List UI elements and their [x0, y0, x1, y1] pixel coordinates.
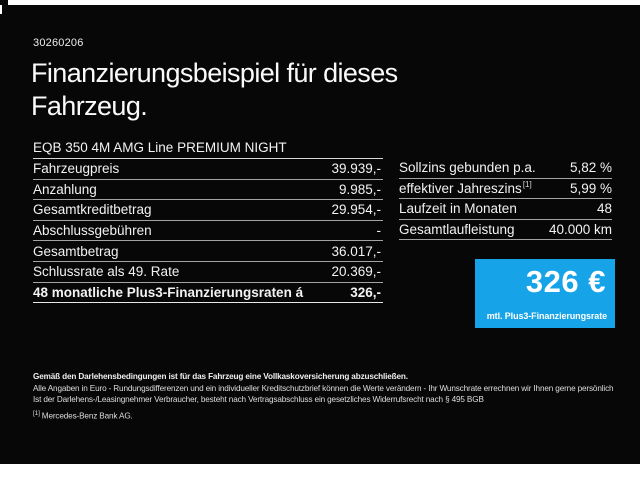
monthly-rate-box: 326 € mtl. Plus3-Finanzierungsrate	[475, 259, 615, 328]
row-value: 29.954,-	[331, 202, 381, 218]
table-row: Gesamtlaufleistung 40.000 km	[399, 220, 612, 241]
row-value: 9.985,-	[338, 181, 381, 197]
table-row-monthly-rate: 48 monatliche Plus3-Finanzierungsraten á…	[33, 283, 383, 304]
table-row: Laufzeit in Monaten 48	[399, 199, 612, 220]
table-row: Anzahlung 9.985,-	[33, 180, 383, 201]
row-value: -	[376, 223, 382, 239]
vehicle-model-heading: EQB 350 4M AMG Line PREMIUM NIGHT	[33, 140, 287, 155]
page-title-line2: Fahrzeug.	[31, 91, 148, 121]
row-value: 5,82 %	[569, 160, 612, 176]
monthly-rate-amount: 326 €	[525, 264, 606, 299]
row-value: 326,-	[350, 284, 381, 300]
row-label: Laufzeit in Monaten	[399, 201, 517, 217]
table-row: Schlussrate als 49. Rate 20.369,-	[33, 262, 383, 283]
row-label: effektiver Jahreszins[1]	[399, 180, 532, 196]
row-label: Fahrzeugpreis	[33, 161, 120, 177]
conditions-table: Sollzins gebunden p.a. 5,82 % effektiver…	[399, 158, 612, 241]
row-label: 48 monatliche Plus3-Finanzierungsraten á	[33, 284, 304, 300]
fineprint-bank-footnote: [1] Mercedes-Benz Bank AG.	[33, 410, 633, 421]
row-value: 20.369,-	[331, 264, 381, 280]
table-row: Sollzins gebunden p.a. 5,82 %	[399, 158, 612, 179]
fineprint-insurance-note: Gemäß den Darlehensbedingungen ist für d…	[33, 372, 408, 381]
background-panel	[0, 5, 640, 464]
row-value: 39.939,-	[331, 161, 381, 177]
table-row: Gesamtbetrag 36.017,-	[33, 241, 383, 262]
page-title-line1: Finanzierungsbeispiel für dieses	[31, 58, 398, 88]
row-label: Sollzins gebunden p.a.	[399, 160, 536, 176]
row-value: 5,99 %	[569, 180, 612, 196]
footnote-marker: [1]	[522, 180, 532, 190]
row-label: Gesamtlaufleistung	[399, 222, 515, 238]
top-left-notch	[0, 0, 8, 5]
row-label: Gesamtbetrag	[33, 243, 119, 259]
table-row: effektiver Jahreszins[1] 5,99 %	[399, 179, 612, 200]
row-label: Anzahlung	[33, 181, 97, 197]
fineprint-disclaimer-2: Ist der Darlehens-/Leasingnehmer Verbrau…	[33, 395, 484, 404]
financing-table: Fahrzeugpreis 39.939,- Anzahlung 9.985,-…	[33, 158, 383, 304]
offer-id: 30260206	[33, 37, 84, 49]
row-label: Gesamtkreditbetrag	[33, 202, 152, 218]
footnote-text: Mercedes-Benz Bank AG.	[41, 411, 133, 421]
monthly-rate-caption: mtl. Plus3-Finanzierungsrate	[486, 311, 607, 321]
row-value: 48	[596, 201, 612, 217]
row-value: 36.017,-	[331, 243, 381, 259]
row-label: Abschlussgebühren	[33, 223, 152, 239]
fineprint-disclaimer-1: Alle Angaben in Euro - Rundungsdifferenz…	[33, 384, 614, 393]
footnote-marker: [1]	[33, 410, 40, 417]
left-edge-artifact	[0, 5, 2, 14]
page-title: Finanzierungsbeispiel für dieses Fahrzeug…	[31, 57, 398, 123]
table-row: Gesamtkreditbetrag 29.954,-	[33, 200, 383, 221]
table-row: Abschlussgebühren -	[33, 221, 383, 242]
row-label: Schlussrate als 49. Rate	[33, 264, 180, 280]
row-value: 40.000 km	[548, 222, 612, 238]
table-row: Fahrzeugpreis 39.939,-	[33, 159, 383, 180]
